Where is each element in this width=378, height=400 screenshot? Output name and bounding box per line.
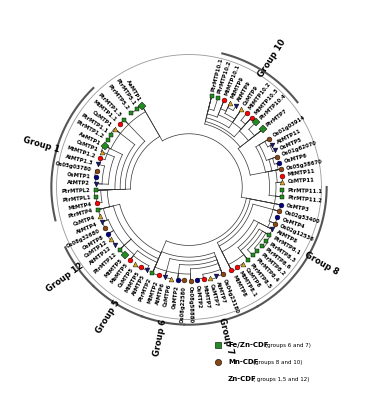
Text: OsMTP2: OsMTP2 [172, 285, 180, 309]
Text: PtrMTP8.5: PtrMTP8.5 [249, 262, 273, 290]
Text: AtMTP5: AtMTP5 [132, 274, 146, 296]
Text: AtMTP2: AtMTP2 [67, 180, 90, 186]
Text: MtMTP7: MtMTP7 [202, 284, 211, 308]
Text: MtMTP9: MtMTP9 [230, 76, 245, 100]
Text: PtrMTP11.2: PtrMTP11.2 [287, 195, 322, 204]
Text: PtrMTP1.3: PtrMTP1.3 [97, 92, 122, 118]
Text: OsMTP2: OsMTP2 [195, 285, 202, 309]
Text: MtMTP1.1: MtMTP1.1 [92, 99, 117, 123]
Text: MtMTP11: MtMTP11 [287, 169, 315, 178]
Text: MtMTP10.3: MtMTP10.3 [253, 87, 279, 115]
Text: AtMTP9: AtMTP9 [236, 80, 252, 103]
Text: AeMTP1: AeMTP1 [125, 79, 142, 103]
Text: Group 1: Group 1 [22, 135, 61, 154]
Text: PtrMTP5.2: PtrMTP5.2 [107, 83, 130, 111]
Text: Os08g58880: Os08g58880 [188, 286, 194, 323]
Text: MtMTP4: MtMTP4 [68, 202, 92, 211]
Text: Group 8: Group 8 [303, 250, 340, 277]
Text: ( groups 1,5 and 12): ( groups 1,5 and 12) [253, 377, 309, 382]
Text: PtrMTP8.3: PtrMTP8.3 [268, 242, 297, 264]
Text: AtMTP1.3: AtMTP1.3 [65, 154, 94, 166]
Text: PtrMTP12: PtrMTP12 [92, 251, 117, 274]
Text: AtMTP11: AtMTP11 [276, 128, 302, 144]
Text: AtMTP6: AtMTP6 [155, 282, 166, 305]
Text: Os01g62070: Os01g62070 [282, 140, 318, 157]
Text: CsMTP5: CsMTP5 [117, 266, 135, 288]
Text: Fe/Zn-CDF: Fe/Zn-CDF [228, 342, 268, 348]
Text: MtMTP5: MtMTP5 [104, 258, 124, 278]
Text: CsMTP11: CsMTP11 [287, 178, 314, 184]
Text: AtMTP4: AtMTP4 [75, 222, 98, 235]
Text: MtMTP2: MtMTP2 [147, 280, 159, 304]
Text: Os05g38670: Os05g38670 [285, 159, 322, 171]
Text: CsMTP1: CsMTP1 [75, 139, 98, 152]
Text: CaMTP7: CaMTP7 [209, 283, 219, 307]
Text: PtrMTP10.2: PtrMTP10.2 [217, 59, 232, 94]
Text: Group 12: Group 12 [45, 261, 85, 294]
Text: PtrMTP4: PtrMTP4 [68, 208, 94, 220]
Text: Os04g23180: Os04g23180 [222, 278, 240, 314]
Text: MoMTP5: MoMTP5 [109, 262, 129, 285]
Text: MtMTP10.2: MtMTP10.2 [248, 81, 272, 111]
Text: MtMTP8: MtMTP8 [232, 274, 247, 298]
Text: MtMTP1.2: MtMTP1.2 [66, 145, 96, 159]
Text: Os08g22580: Os08g22580 [180, 286, 186, 322]
Text: MtMTP5: MtMTP5 [124, 270, 140, 294]
Text: Mn-CDF: Mn-CDF [228, 359, 258, 365]
Text: PtrMTP11.1: PtrMTP11.1 [288, 188, 323, 194]
Text: PtrMTP8.2: PtrMTP8.2 [259, 252, 286, 277]
Text: Group 6: Group 6 [152, 318, 168, 357]
Text: Os02g12536: Os02g12536 [279, 223, 315, 242]
Text: Os08g32680: Os08g32680 [66, 228, 101, 249]
Text: Os01g03914: Os01g03914 [272, 115, 307, 138]
Text: Group 10: Group 10 [257, 38, 288, 79]
Text: PtrMTP5.1: PtrMTP5.1 [114, 78, 136, 106]
Text: PtrMTP8.1: PtrMTP8.1 [272, 236, 302, 256]
Text: PtrMTP8.6: PtrMTP8.6 [264, 247, 291, 271]
Text: CsMTP12: CsMTP12 [84, 240, 108, 259]
Text: CsMTP6: CsMTP6 [163, 284, 173, 307]
Text: AtMTP8: AtMTP8 [276, 230, 299, 244]
Text: Os05g03780: Os05g03780 [55, 161, 92, 172]
Text: OsMTP1: OsMTP1 [67, 172, 91, 179]
Text: (groups 6 and 7): (groups 6 and 7) [265, 343, 311, 348]
Text: AeMTP1: AeMTP1 [77, 131, 101, 146]
Text: AtMTP7: AtMTP7 [215, 281, 227, 304]
Text: OsMTP5: OsMTP5 [279, 137, 303, 151]
Text: MtMTP8.1: MtMTP8.1 [238, 270, 257, 298]
Text: OsMTP8: OsMTP8 [82, 234, 105, 250]
Text: MtMTP10.1: MtMTP10.1 [224, 64, 241, 96]
Text: PtrMTPL2: PtrMTPL2 [62, 188, 90, 194]
Text: OsMTP6: OsMTP6 [284, 153, 308, 164]
Text: PtrMTP10.4: PtrMTP10.4 [258, 92, 287, 120]
Text: Zn-CDF: Zn-CDF [228, 376, 257, 382]
Text: CsMTP8: CsMTP8 [243, 266, 261, 288]
Text: PtrMTP7: PtrMTP7 [265, 109, 288, 128]
Text: Group 7: Group 7 [217, 316, 235, 355]
Text: CsMTP4: CsMTP4 [72, 215, 96, 227]
Text: PtrMTP2: PtrMTP2 [138, 277, 153, 302]
Text: PtrMTP8.4: PtrMTP8.4 [254, 258, 279, 284]
Text: AtMTP12: AtMTP12 [89, 246, 113, 266]
Text: PtrMTP10.1: PtrMTP10.1 [211, 57, 224, 92]
Text: OsMTP4: OsMTP4 [282, 217, 305, 229]
Text: PtrMTPL1: PtrMTPL1 [62, 195, 91, 203]
Text: PtrMTP1.2: PtrMTP1.2 [75, 120, 105, 140]
Text: PtrMTP1.1: PtrMTP1.1 [80, 112, 108, 134]
Text: (groups 8 and 10): (groups 8 and 10) [253, 360, 302, 365]
Text: Os02g53400: Os02g53400 [284, 210, 321, 224]
Text: CsMTP9: CsMTP9 [242, 85, 259, 106]
Text: Group 5: Group 5 [94, 299, 122, 335]
Text: CsMTP1: CsMTP1 [91, 110, 113, 128]
Text: OsMTP3: OsMTP3 [285, 203, 310, 213]
